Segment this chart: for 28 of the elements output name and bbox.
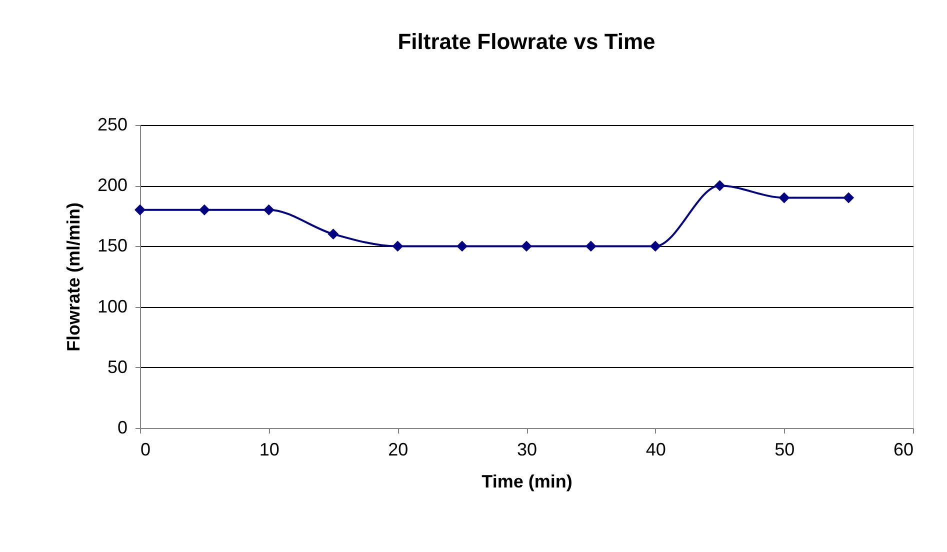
- point: [198, 204, 210, 216]
- y-tick-label: 250: [97, 114, 128, 134]
- point: [843, 192, 854, 204]
- chart-title: Filtrate Flowrate vs Time: [398, 29, 656, 54]
- y-axis-title: Flowrate (ml/min): [63, 202, 84, 352]
- x-tick-label: 50: [774, 440, 795, 460]
- y-tick-label: 100: [97, 296, 128, 316]
- x-tick-label: 60: [893, 440, 914, 460]
- y-tick-label: 150: [97, 236, 128, 256]
- x-tick-label: 30: [516, 440, 538, 460]
- x-tick-label: 20: [388, 440, 408, 460]
- point: [714, 180, 726, 192]
- point: [328, 228, 339, 240]
- x-tick-label: 10: [259, 440, 280, 460]
- x-tick-label: 40: [646, 440, 666, 460]
- x-tick-label: 0: [140, 440, 151, 460]
- y-tick-label: 0: [117, 418, 128, 438]
- point: [585, 240, 596, 252]
- point: [263, 204, 274, 216]
- point: [134, 204, 146, 216]
- point: [456, 240, 468, 252]
- y-tick-label: 50: [107, 356, 128, 377]
- point: [521, 240, 532, 252]
- y-tick-label: 200: [97, 175, 128, 196]
- x-axis-title: Time (min): [482, 472, 572, 492]
- point: [778, 192, 790, 204]
- point: [650, 240, 661, 252]
- point: [392, 240, 404, 252]
